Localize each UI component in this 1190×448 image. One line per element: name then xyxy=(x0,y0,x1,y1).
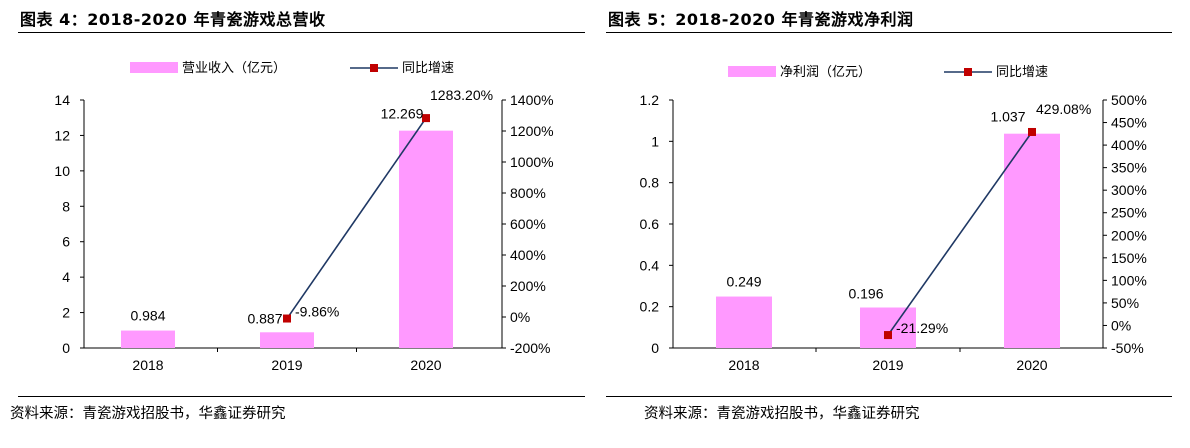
left-tick-label: 10 xyxy=(54,163,70,179)
x-tick-label: 2020 xyxy=(410,357,441,373)
right-tick-label: 50% xyxy=(1111,295,1139,311)
bar-data-label: 0.249 xyxy=(726,274,761,290)
right-tick-label: 0% xyxy=(510,309,530,325)
left-tick-label: 0.4 xyxy=(640,257,660,273)
bar-data-label: 0.887 xyxy=(247,310,282,326)
right-tick-label: -50% xyxy=(1111,340,1144,356)
bar-data-label: 0.196 xyxy=(848,285,883,301)
growth-line xyxy=(887,131,1033,336)
source-note-left: 资料来源：青瓷游戏招股书，华鑫证券研究 xyxy=(10,406,286,422)
growth-data-label: 1283.20% xyxy=(430,87,493,103)
x-tick-label: 2019 xyxy=(271,357,302,373)
right-tick-label: 100% xyxy=(1111,272,1147,288)
x-tick-label: 2019 xyxy=(872,357,903,373)
legend-line-label: 同比增速 xyxy=(402,60,454,75)
left-tick-label: 0 xyxy=(651,340,659,356)
left-tick-label: 12 xyxy=(54,127,70,143)
right-tick-label: 400% xyxy=(1111,137,1147,153)
left-tick-label: 1 xyxy=(651,133,659,149)
title-rule xyxy=(606,32,1172,33)
growth-point xyxy=(1028,127,1036,136)
bar xyxy=(260,332,314,348)
bar xyxy=(860,307,916,348)
legend-bar-label: 净利润（亿元） xyxy=(780,64,871,79)
revenue-chart-title: 图表 4：2018-2020 年青瓷游戏总营收 xyxy=(20,10,326,29)
right-tick-label: 1000% xyxy=(510,154,554,170)
bar xyxy=(121,330,175,348)
right-tick-label: 150% xyxy=(1111,250,1147,266)
bar xyxy=(399,130,453,348)
right-tick-label: 600% xyxy=(510,216,546,232)
x-tick-label: 2018 xyxy=(132,357,163,373)
left-tick-label: 0 xyxy=(62,340,70,356)
right-tick-label: -200% xyxy=(510,340,550,356)
source-rule xyxy=(18,396,585,397)
growth-data-label: -9.86% xyxy=(295,304,339,320)
legend-line-marker xyxy=(370,64,378,72)
right-tick-label: 1400% xyxy=(510,92,554,108)
left-tick-label: 0.8 xyxy=(640,175,660,191)
profit-chart-title: 图表 5：2018-2020 年青瓷游戏净利润 xyxy=(608,10,914,29)
right-tick-label: 0% xyxy=(1111,317,1131,333)
right-tick-label: 450% xyxy=(1111,115,1147,131)
legend-bar-label: 营业收入（亿元） xyxy=(182,60,286,75)
growth-line xyxy=(286,117,427,319)
source-rule xyxy=(606,396,1172,397)
bar-data-label: 12.269 xyxy=(381,106,424,122)
right-tick-label: 500% xyxy=(1111,92,1147,108)
x-tick-label: 2018 xyxy=(728,357,759,373)
legend-line-label: 同比增速 xyxy=(996,64,1048,79)
growth-point xyxy=(422,114,430,123)
bar xyxy=(716,296,772,348)
source-note-right: 资料来源：青瓷游戏招股书，华鑫证券研究 xyxy=(644,406,920,422)
right-tick-label: 200% xyxy=(510,278,546,294)
right-tick-label: 250% xyxy=(1111,205,1147,221)
left-tick-label: 4 xyxy=(62,269,70,285)
growth-data-label: 429.08% xyxy=(1036,101,1091,117)
left-tick-label: 2 xyxy=(62,305,70,321)
bar xyxy=(1004,133,1060,348)
legend-bar-swatch xyxy=(130,62,178,73)
profit-chart-panel: 图表 5：2018-2020 年青瓷游戏净利润 xyxy=(606,0,1176,448)
right-tick-label: 200% xyxy=(1111,227,1147,243)
right-tick-label: 400% xyxy=(510,247,546,263)
right-tick-label: 1200% xyxy=(510,123,554,139)
left-tick-label: 1.2 xyxy=(640,92,660,108)
left-tick-label: 14 xyxy=(54,92,70,108)
left-tick-label: 8 xyxy=(62,198,70,214)
left-tick-label: 0.6 xyxy=(640,216,660,232)
title-rule xyxy=(18,32,585,33)
growth-point xyxy=(283,314,291,323)
right-tick-label: 300% xyxy=(1111,182,1147,198)
left-tick-label: 0.2 xyxy=(640,299,660,315)
x-tick-label: 2020 xyxy=(1016,357,1047,373)
growth-point xyxy=(884,331,892,340)
growth-data-label: -21.29% xyxy=(896,320,948,336)
legend-bar-swatch xyxy=(728,66,776,77)
left-tick-label: 6 xyxy=(62,234,70,250)
right-tick-label: 350% xyxy=(1111,160,1147,176)
legend-line-marker xyxy=(964,68,972,76)
right-tick-label: 800% xyxy=(510,185,546,201)
bar-data-label: 1.037 xyxy=(990,109,1025,125)
revenue-chart-panel: 图表 4：2018-2020 年青瓷游戏总营收 xyxy=(18,0,588,448)
bar-data-label: 0.984 xyxy=(130,308,165,324)
